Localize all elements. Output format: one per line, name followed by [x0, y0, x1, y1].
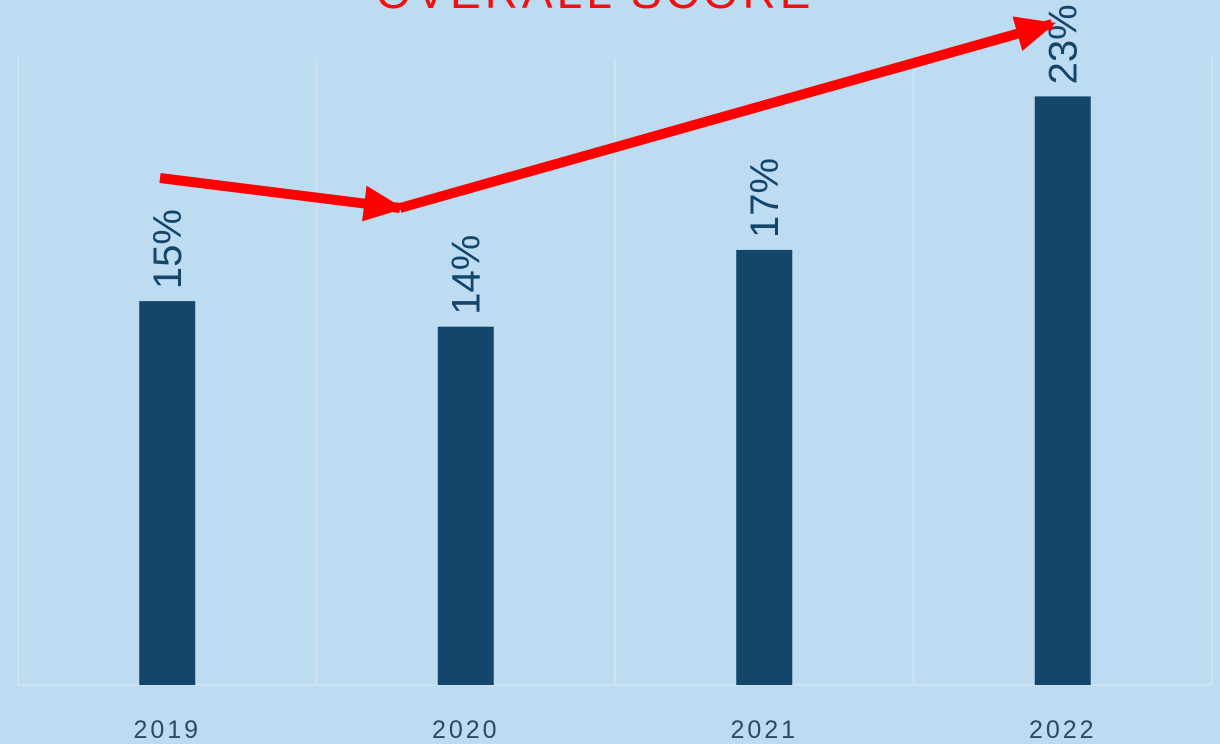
x-tick-labels-layer: 2019 2020 2021 2022: [133, 716, 1097, 744]
bar-2022: [1034, 96, 1091, 685]
annotation-layer: [159, 16, 1056, 222]
bar-2020: [437, 326, 494, 685]
x-tick-label: 2020: [432, 716, 500, 744]
x-tick-label: 2021: [730, 716, 798, 744]
grid-layer: [17, 58, 1213, 686]
chart-title: OVERALL SCORE: [376, 0, 815, 18]
bar-2021: [736, 249, 793, 685]
value-labels-layer: 15% 14% 17% 23%: [146, 4, 1086, 314]
trend-arrow-down: [159, 173, 404, 222]
value-label: 17%: [743, 158, 787, 238]
x-tick-label: 2019: [133, 716, 201, 744]
bars-layer: [139, 96, 1091, 685]
x-tick-label: 2022: [1029, 716, 1097, 744]
value-label: 14%: [445, 235, 489, 315]
value-label: 15%: [146, 209, 190, 289]
trend-arrow-up: [398, 16, 1056, 213]
value-label: 23%: [1042, 4, 1086, 84]
bar-2019: [139, 301, 196, 685]
